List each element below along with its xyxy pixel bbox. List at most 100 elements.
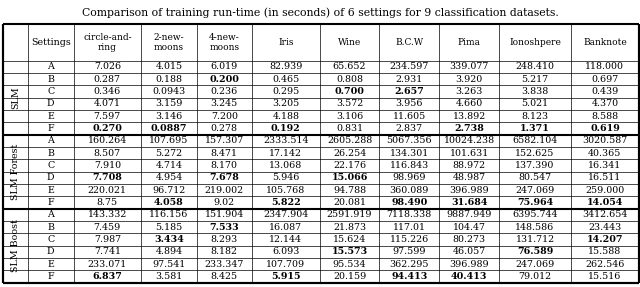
Text: 234.597: 234.597: [390, 62, 429, 71]
Text: 2.837: 2.837: [396, 124, 423, 133]
Text: 8.425: 8.425: [211, 272, 238, 281]
Text: 143.332: 143.332: [88, 210, 127, 219]
Text: 7118.338: 7118.338: [387, 210, 432, 219]
Text: F: F: [47, 124, 54, 133]
Text: 0.0887: 0.0887: [150, 124, 187, 133]
Text: 134.301: 134.301: [390, 149, 429, 158]
Text: 8.75: 8.75: [97, 198, 118, 207]
Text: F: F: [47, 272, 54, 281]
Text: 5.915: 5.915: [271, 272, 301, 281]
Text: 97.599: 97.599: [392, 247, 426, 256]
Text: C: C: [47, 161, 54, 170]
Text: 4.660: 4.660: [456, 99, 483, 108]
Text: 4.058: 4.058: [154, 198, 184, 207]
Text: 115.226: 115.226: [390, 235, 429, 244]
Text: Ionoshpere: Ionoshpere: [509, 38, 561, 47]
Text: Settings: Settings: [31, 38, 70, 47]
Text: 2.657: 2.657: [394, 87, 424, 96]
Text: 259.000: 259.000: [585, 186, 625, 195]
Text: 7.741: 7.741: [94, 247, 121, 256]
Text: 13.068: 13.068: [269, 161, 303, 170]
Text: 2.738: 2.738: [454, 124, 484, 133]
Text: 0.278: 0.278: [211, 124, 238, 133]
Text: B: B: [47, 75, 54, 84]
Text: 4.954: 4.954: [156, 173, 182, 182]
Text: 3.434: 3.434: [154, 235, 184, 244]
Text: 5.822: 5.822: [271, 198, 301, 207]
Text: 4.188: 4.188: [272, 112, 300, 121]
Text: 20.081: 20.081: [333, 198, 366, 207]
Text: 9.02: 9.02: [214, 198, 235, 207]
Text: 48.987: 48.987: [452, 173, 486, 182]
Text: 2347.904: 2347.904: [263, 210, 308, 219]
Text: 13.892: 13.892: [452, 112, 486, 121]
Text: 96.712: 96.712: [152, 186, 186, 195]
Text: 0.188: 0.188: [156, 75, 182, 84]
Text: 396.989: 396.989: [449, 186, 489, 195]
Text: 3412.654: 3412.654: [582, 210, 628, 219]
Text: 5.185: 5.185: [156, 223, 182, 232]
Text: 7.200: 7.200: [211, 112, 238, 121]
Text: 101.631: 101.631: [449, 149, 489, 158]
Text: D: D: [47, 173, 54, 182]
Text: 15.573: 15.573: [332, 247, 367, 256]
Text: 151.904: 151.904: [205, 210, 244, 219]
Text: 3.159: 3.159: [156, 99, 182, 108]
Text: 0.697: 0.697: [591, 75, 618, 84]
Text: E: E: [47, 260, 54, 269]
Text: 5.217: 5.217: [522, 75, 548, 84]
Text: 76.589: 76.589: [517, 247, 553, 256]
Text: 362.295: 362.295: [390, 260, 429, 269]
Text: 3.838: 3.838: [522, 87, 548, 96]
Text: Comparison of training run-time (in seconds) of 6 settings for 9 classification : Comparison of training run-time (in seco…: [82, 7, 558, 18]
Text: 3.572: 3.572: [336, 99, 363, 108]
Text: 21.873: 21.873: [333, 223, 366, 232]
Text: 5.021: 5.021: [522, 99, 548, 108]
Text: 10024.238: 10024.238: [444, 136, 495, 145]
Text: 46.057: 46.057: [452, 247, 486, 256]
Text: 4.015: 4.015: [156, 62, 182, 71]
Text: A: A: [47, 136, 54, 145]
Text: 0.287: 0.287: [94, 75, 121, 84]
Text: 0.700: 0.700: [335, 87, 364, 96]
Text: 17.142: 17.142: [269, 149, 302, 158]
Text: 0.270: 0.270: [92, 124, 122, 133]
Text: 7.987: 7.987: [94, 235, 121, 244]
Text: B: B: [47, 223, 54, 232]
Text: 148.586: 148.586: [515, 223, 555, 232]
Text: 4.071: 4.071: [94, 99, 121, 108]
Text: 6.093: 6.093: [272, 247, 300, 256]
Text: 3.956: 3.956: [396, 99, 423, 108]
Text: A: A: [47, 62, 54, 71]
Text: 6582.104: 6582.104: [513, 136, 557, 145]
Text: 118.000: 118.000: [586, 62, 625, 71]
Text: 3.581: 3.581: [156, 272, 182, 281]
Text: 16.087: 16.087: [269, 223, 302, 232]
Text: 3.146: 3.146: [156, 112, 182, 121]
Text: 3020.587: 3020.587: [582, 136, 627, 145]
Text: 3.245: 3.245: [211, 99, 238, 108]
Text: F: F: [47, 198, 54, 207]
Text: 0.619: 0.619: [590, 124, 620, 133]
Text: 7.678: 7.678: [209, 173, 239, 182]
Text: 0.439: 0.439: [591, 87, 618, 96]
Text: 80.273: 80.273: [452, 235, 486, 244]
Text: 7.708: 7.708: [92, 173, 122, 182]
Text: 248.410: 248.410: [515, 62, 554, 71]
Text: 98.490: 98.490: [391, 198, 428, 207]
Text: 22.176: 22.176: [333, 161, 366, 170]
Text: 12.144: 12.144: [269, 235, 302, 244]
Text: Iris: Iris: [278, 38, 294, 47]
Text: 15.516: 15.516: [588, 272, 621, 281]
Text: C: C: [47, 235, 54, 244]
Text: SLM: SLM: [11, 86, 20, 109]
Text: 116.843: 116.843: [390, 161, 429, 170]
Text: SLM Forest: SLM Forest: [11, 144, 20, 200]
Text: 97.541: 97.541: [152, 260, 186, 269]
Text: 247.069: 247.069: [515, 260, 555, 269]
Text: 5.946: 5.946: [272, 173, 300, 182]
Text: 262.546: 262.546: [585, 260, 625, 269]
Text: 2-new-
moons: 2-new- moons: [154, 33, 184, 52]
Text: 31.684: 31.684: [451, 198, 487, 207]
Text: 9887.949: 9887.949: [446, 210, 492, 219]
